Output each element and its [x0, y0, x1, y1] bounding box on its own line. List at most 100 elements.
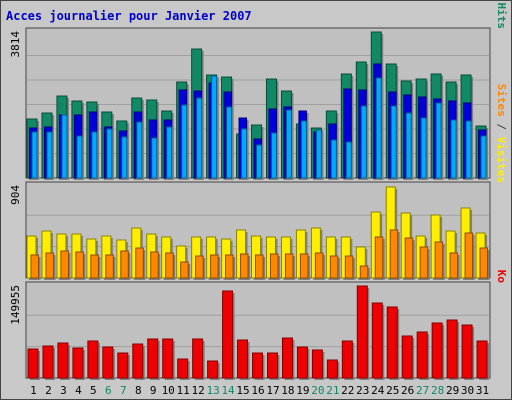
sites-bar	[180, 261, 189, 279]
max-label-hits: 3814	[9, 31, 22, 58]
day-label: 11	[177, 384, 190, 397]
kbytes-bar	[476, 340, 488, 379]
kbytes-bar	[177, 358, 189, 379]
kbytes-bar	[117, 352, 129, 379]
pages-bar	[345, 141, 352, 179]
pages-bar	[211, 75, 218, 179]
pages-bar	[450, 119, 457, 179]
sites-bar	[120, 250, 129, 279]
day-label: 30	[461, 384, 474, 397]
pages-bar	[375, 77, 382, 179]
kbytes-bar	[356, 285, 368, 379]
kbytes-bar	[87, 340, 99, 379]
sites-bar	[449, 252, 459, 279]
day-label: 1	[30, 384, 37, 397]
day-label: 6	[105, 384, 112, 397]
sites-bar	[479, 247, 489, 279]
day-label: 16	[251, 384, 264, 397]
legend-entry: /	[495, 1, 508, 3]
sites-bar	[225, 254, 234, 279]
sites-bar	[404, 237, 414, 279]
day-label: 24	[371, 384, 385, 397]
kbytes-bar	[102, 346, 114, 379]
legend-kbytes: Ko	[495, 270, 508, 284]
sites-bar	[60, 250, 69, 279]
sites-bar	[434, 241, 444, 279]
sites-bar	[299, 253, 309, 279]
day-label: 10	[162, 384, 175, 397]
sites-bar	[135, 247, 144, 279]
pages-bar	[106, 128, 113, 179]
pages-bar	[420, 117, 427, 179]
sites-bar	[90, 254, 99, 279]
pages-bar	[31, 131, 38, 179]
sites-bar	[269, 253, 279, 279]
day-label: 12	[192, 384, 205, 397]
kbytes-bar	[281, 337, 293, 379]
kbytes-bar	[401, 335, 413, 379]
kbytes-bar	[147, 338, 159, 379]
day-label: 23	[356, 384, 369, 397]
day-label: 21	[326, 384, 339, 397]
pages-bar	[46, 131, 53, 179]
kbytes-bar	[237, 339, 249, 379]
sites-bar	[195, 255, 204, 279]
pages-bar	[121, 136, 128, 179]
sites-bar	[344, 255, 354, 279]
kbytes-bar	[311, 349, 323, 379]
kbytes-bar	[371, 302, 383, 379]
sites-bar	[105, 254, 114, 279]
pages-bar	[91, 131, 98, 179]
legend-hits: Pages / Fichiers / Hits	[495, 1, 508, 29]
day-label: 2	[45, 384, 52, 397]
sites-bar	[30, 254, 39, 279]
sites-bar	[329, 255, 339, 279]
legend-entry: Visites	[495, 137, 508, 183]
kbytes-bar	[222, 290, 234, 379]
max-label-kbytes: 149955	[9, 285, 22, 325]
pages-bar	[181, 104, 188, 179]
pages-bar	[405, 112, 412, 179]
kbytes-bar	[162, 338, 174, 379]
day-label: 28	[431, 384, 444, 397]
sites-bar	[75, 251, 84, 279]
kbytes-bar	[72, 347, 84, 379]
legend-entry: Ko	[495, 270, 508, 284]
sites-bar	[284, 253, 294, 279]
day-label: 14	[221, 384, 235, 397]
pages-bar	[360, 105, 367, 179]
sites-bar	[240, 253, 249, 279]
sites-bar	[45, 252, 54, 279]
pages-bar	[76, 135, 83, 179]
pages-bar	[330, 139, 337, 179]
sites-bar	[150, 251, 159, 279]
day-label: 8	[135, 384, 142, 397]
kbytes-bar	[431, 322, 443, 379]
sites-bar	[389, 229, 399, 279]
pages-bar	[241, 128, 248, 179]
sites-bar	[255, 254, 264, 279]
kbytes-bar	[461, 324, 473, 379]
legend-visits: Sites / Visites	[495, 84, 508, 183]
sites-bar	[165, 252, 174, 279]
sites-bar	[359, 265, 369, 279]
day-label: 5	[90, 384, 97, 397]
pages-bar	[270, 132, 277, 179]
day-label: 25	[386, 384, 399, 397]
day-label: 13	[206, 384, 219, 397]
pages-bar	[136, 121, 143, 179]
sites-bar	[314, 252, 324, 279]
pages-bar	[61, 114, 68, 179]
day-label: 17	[266, 384, 279, 397]
pages-bar	[465, 120, 472, 179]
day-label: 4	[75, 384, 82, 397]
day-label: 31	[476, 384, 489, 397]
sites-bar	[419, 246, 429, 279]
sites-bar	[374, 236, 384, 279]
kbytes-bar	[416, 331, 428, 379]
pages-bar	[480, 135, 487, 179]
sites-bar	[210, 254, 219, 279]
day-label: 22	[341, 384, 354, 397]
day-label: 18	[281, 384, 294, 397]
pages-bar	[151, 137, 158, 179]
